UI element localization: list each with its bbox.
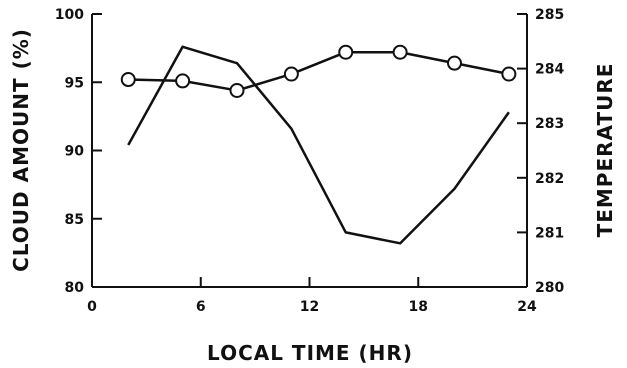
cloud-amount-point: [501, 66, 517, 82]
cloud-amount-point: [392, 44, 408, 60]
x-tick-label: 0: [87, 299, 97, 315]
cloud-amount-point: [175, 73, 191, 89]
cloud-amount-point: [283, 66, 299, 82]
y-right-axis-title: TEMPERATURE: [593, 63, 617, 238]
y-right-tick-label: 283: [535, 116, 564, 132]
plot-frame: [91, 14, 528, 288]
x-tick-label: 18: [409, 299, 428, 315]
y-right-tick-label: 281: [535, 225, 564, 241]
x-tick-label: 12: [300, 299, 319, 315]
y-right-ticks: 280 281 282 283 284 285: [517, 7, 564, 296]
y-right-tick-label: 280: [535, 280, 564, 296]
x-tick-label: 24: [517, 299, 537, 315]
y-right-tick-label: 285: [535, 7, 564, 23]
cloud-amount-point: [229, 82, 245, 98]
x-axis-title: LOCAL TIME (HR): [207, 341, 413, 365]
cloud-amount-point: [447, 55, 462, 71]
y-right-tick-label: 284: [535, 62, 564, 78]
x-ticks: 0 6 12 18 24: [87, 277, 537, 315]
series-layer: [120, 44, 517, 245]
y-left-tick-label: 90: [65, 144, 85, 160]
cloud-amount-point: [338, 44, 354, 60]
y-left-tick-label: 85: [65, 212, 84, 228]
y-left-axis-title: CLOUD AMOUNT (%): [9, 28, 33, 272]
cloud-amount-point: [120, 72, 136, 88]
temperature-line: [127, 45, 510, 245]
y-left-tick-label: 100: [55, 7, 84, 23]
x-tick-label: 6: [196, 299, 206, 315]
y-left-tick-label: 80: [65, 280, 85, 296]
y-right-tick-label: 282: [535, 171, 564, 187]
y-left-tick-label: 95: [65, 75, 84, 91]
cloud-amount-line: [128, 50, 510, 92]
y-left-ticks: 80 85 90 95 100: [55, 7, 102, 296]
